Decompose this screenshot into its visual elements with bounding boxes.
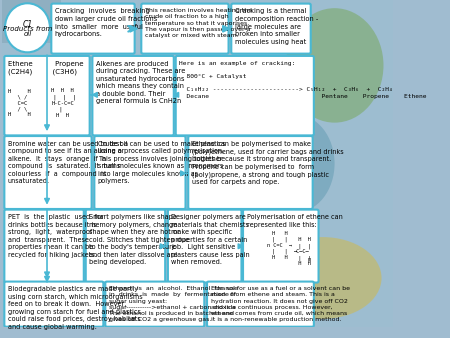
FancyBboxPatch shape [4, 136, 92, 209]
FancyBboxPatch shape [141, 4, 229, 54]
Ellipse shape [256, 115, 335, 213]
Text: H  H
  |  |
─C─C─
  |  |
  H  H: H H | | ─C─C─ | | H H [292, 237, 310, 266]
FancyBboxPatch shape [168, 210, 242, 283]
FancyBboxPatch shape [4, 282, 104, 327]
Bar [311, 164, 393, 327]
Ellipse shape [264, 237, 382, 319]
Bar [2, 0, 61, 43]
Bar [2, 0, 311, 327]
FancyBboxPatch shape [105, 282, 204, 327]
Text: Ethene          Propene
(C2H4)         (C3H6): Ethene Propene (C2H4) (C3H6) [8, 61, 83, 75]
Text: Ethanol for use as a fuel or a solvent can be
made from ethene and steam. This i: Ethanol for use as a fuel or a solvent c… [211, 286, 350, 322]
FancyBboxPatch shape [4, 56, 90, 136]
Text: Ethene can be polymerised to make
(poly)ethene, used for carrier bags and drinks: Ethene can be polymerised to make (poly)… [192, 141, 343, 185]
Text: Smart polymers like shape
memory polymers, change
shape when they are hot or
col: Smart polymers like shape memory polymer… [89, 214, 189, 265]
FancyBboxPatch shape [94, 136, 185, 209]
Text: Products from: Products from [3, 26, 52, 32]
Text: Ethanol  is  an  alcohol.  Ethanol  for  use
in  drinks  is  made  by  fermentat: Ethanol is an alcohol. Ethanol for use i… [109, 286, 238, 322]
FancyBboxPatch shape [207, 282, 314, 327]
Text: H     H
  \ /
  C=C
  / \
H     H: H H \ / C=C / \ H H [8, 89, 31, 117]
Bar [311, 0, 393, 164]
FancyBboxPatch shape [243, 210, 319, 283]
FancyBboxPatch shape [4, 210, 84, 283]
Text: Bromine water can be used to test a
compound to see if its an alkane or
alkene. : Bromine water can be used to test a comp… [8, 141, 128, 184]
FancyBboxPatch shape [92, 56, 174, 136]
Text: H  H  H
 |  |  |
H-C-C=C
 |  
H  H: H H H | | | H-C-C=C | H H [50, 89, 76, 118]
Text: Designer polymers are
materials that chemists
make with specific
properties for : Designer polymers are materials that che… [171, 214, 250, 265]
FancyBboxPatch shape [86, 210, 165, 283]
Text: H   H
|   |
n C=C  →
|   |
H   H: H H | | n C=C → | | H H [267, 231, 293, 260]
Text: Polymerisation of ethene can
represented like this:: Polymerisation of ethene can represented… [247, 214, 342, 228]
Text: Cracking  involves  breaking
down larger crude oil fractions
into  smaller  more: Cracking involves breaking down larger c… [55, 8, 157, 38]
Text: oil: oil [23, 31, 32, 37]
FancyBboxPatch shape [51, 4, 135, 54]
Text: Biodegradable plastics are made partly
using corn starch, which microorganisms
f: Biodegradable plastics are made partly u… [8, 286, 143, 330]
Text: n: n [307, 258, 311, 263]
Text: Crude oil can be used to make plastics
using a process called polymerisation.
Th: Crude oil can be used to make plastics u… [98, 141, 225, 184]
Text: Cracking is a thermal
decomposition reaction -
large molecules are
broken into s: Cracking is a thermal decomposition reac… [235, 8, 318, 45]
Ellipse shape [5, 3, 50, 52]
Text: PET  is  the  plastic  used  for
drinks bottles because it is
strong,  light,  w: PET is the plastic used for drinks bottl… [8, 214, 104, 258]
Text: Here is an example of cracking:

  800°C + Catalyst

  C₁₀H₂₂ ------------------: Here is an example of cracking: 800°C + … [179, 61, 427, 98]
FancyBboxPatch shape [188, 136, 313, 209]
Text: Alkenes are produced
during cracking. These are
unsaturated hydrocarbons
which m: Alkenes are produced during cracking. Th… [96, 61, 185, 104]
Text: C1: C1 [22, 20, 32, 29]
Ellipse shape [286, 8, 383, 123]
FancyBboxPatch shape [176, 56, 314, 136]
FancyBboxPatch shape [231, 4, 310, 54]
Text: This reaction involves heating the
crude oil fraction to a high
temperature so t: This reaction involves heating the crude… [145, 8, 252, 38]
